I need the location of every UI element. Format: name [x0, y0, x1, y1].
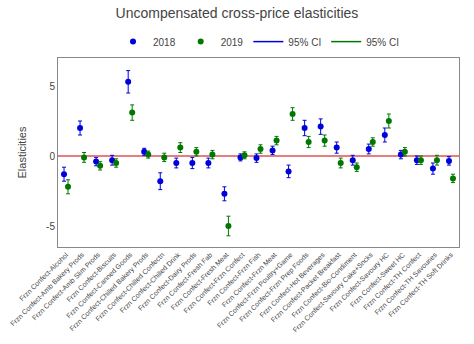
svg-text:Frzn Confect-Frzn Meat: Frzn Confect-Frzn Meat	[221, 251, 278, 308]
svg-text:Frzn Confect-Hot Beverages: Frzn Confect-Hot Beverages	[258, 251, 327, 320]
svg-text:Elasticities: Elasticities	[16, 126, 28, 178]
svg-text:Frzn Confect-Chilled Confectn: Frzn Confect-Chilled Confectn	[94, 251, 165, 322]
svg-text:Frzn Confect-Canned Goods: Frzn Confect-Canned Goods	[65, 251, 134, 320]
svg-text:Frzn Confect-Amb Bakery Prods: Frzn Confect-Amb Bakery Prods	[9, 251, 86, 328]
svg-text:2019: 2019	[221, 37, 244, 48]
svg-text:2018: 2018	[153, 37, 176, 48]
svg-text:Frzn Confect-Frzn Prep Foods: Frzn Confect-Frzn Prep Foods	[238, 251, 311, 324]
svg-text:Frzn Confect-Fresh Meat: Frzn Confect-Fresh Meat	[170, 251, 230, 311]
svg-text:Frzn Confect-TH Confect: Frzn Confect-TH Confect	[362, 251, 422, 311]
svg-text:95% CI: 95% CI	[288, 37, 321, 48]
svg-text:Frzn Confect-Chilled Drink: Frzn Confect-Chilled Drink	[118, 251, 181, 314]
svg-text:Frzn Confect-Amb Slim Prods: Frzn Confect-Amb Slim Prods	[31, 251, 102, 322]
svg-text:Frzn Confect-Dairy Prods: Frzn Confect-Dairy Prods	[137, 251, 199, 313]
svg-text:Frzn Confect-Bio-Condiment: Frzn Confect-Bio-Condiment	[290, 251, 358, 319]
svg-text:Frzn Confect-Alcohol: Frzn Confect-Alcohol	[18, 251, 69, 302]
svg-text:Frzn Confect-Frzn Poultry+Game: Frzn Confect-Frzn Poultry+Game	[216, 251, 295, 330]
svg-text:Frzn Confect-Savoury Cake+Snck: Frzn Confect-Savoury Cake+Sncks	[292, 251, 375, 334]
svg-text:Frzn Confect-Frzn Confect: Frzn Confect-Frzn Confect	[182, 251, 245, 314]
svg-text:-5: -5	[46, 221, 55, 232]
svg-text:Frzn Confect-Frzn Fish: Frzn Confect-Frzn Fish	[206, 251, 262, 307]
svg-text:Frzn Confect-Fresh Fab: Frzn Confect-Fresh Fab	[156, 251, 214, 309]
svg-text:Frzn Confect-Chilled Bakery Pr: Frzn Confect-Chilled Bakery Prods	[68, 251, 150, 333]
svg-text:95% CI: 95% CI	[366, 37, 399, 48]
svg-text:Frzn Confect-TH Soft Drinks: Frzn Confect-TH Soft Drinks	[387, 251, 454, 318]
svg-text:Frzn Confect-Packet Breakfast: Frzn Confect-Packet Breakfast	[270, 251, 342, 323]
svg-text:Frzn Confect-Sweet HC: Frzn Confect-Sweet HC	[349, 251, 406, 308]
svg-text:0: 0	[49, 151, 55, 162]
svg-text:5: 5	[49, 81, 55, 92]
svg-text:Frzn Confect-Savoury HC: Frzn Confect-Savoury HC	[328, 251, 390, 313]
svg-text:Frzn Confect-TH Savouries: Frzn Confect-TH Savouries	[373, 251, 438, 316]
svg-text:Frzn Confect-Biscuits: Frzn Confect-Biscuits	[65, 251, 117, 303]
svg-text:Uncompensated cross-price elas: Uncompensated cross-price elasticities	[116, 5, 359, 21]
